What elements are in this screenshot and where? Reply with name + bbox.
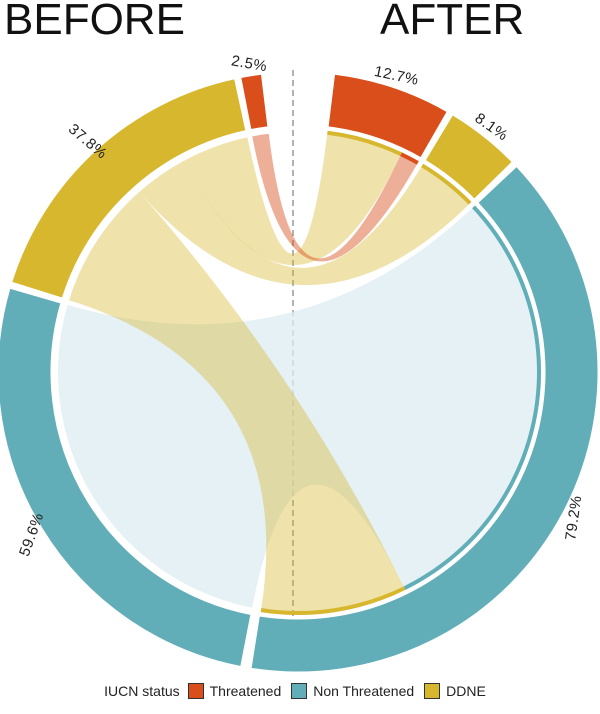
ribbon-threatened-to-threatened bbox=[252, 133, 418, 262]
before-arc-ddne bbox=[11, 78, 247, 299]
legend: IUCN status Threatened Non Threatened DD… bbox=[0, 680, 600, 702]
ribbon-layer bbox=[57, 133, 539, 612]
ribbon-ddne-to-threatened bbox=[183, 133, 401, 266]
before-arc-non-threatened bbox=[0, 287, 252, 668]
after-ring-ddne-to-ddne bbox=[421, 163, 472, 205]
before-label-threatened: 2.5% bbox=[230, 52, 269, 75]
after-arc-ddne bbox=[424, 114, 513, 200]
after-ring-ddne-to-threatened bbox=[327, 130, 402, 156]
after-ring-ddne-to-non-threatened bbox=[260, 586, 406, 616]
legend-item-threatened: Threatened bbox=[187, 683, 282, 699]
after-label-non-threatened: 79.2% bbox=[562, 494, 585, 541]
after-arc-threatened bbox=[327, 73, 448, 159]
after-ring-threatened-to-threatened bbox=[400, 152, 419, 165]
before-label-non-threatened: 59.6% bbox=[16, 510, 47, 558]
after-header: AFTER bbox=[380, 0, 524, 44]
legend-label-non-threatened: Non Threatened bbox=[313, 683, 415, 699]
after-ring-non-threatened-to-non-threatened bbox=[403, 205, 541, 591]
legend-swatch-ddne bbox=[424, 683, 441, 699]
ribbon-ddne-to-non-threatened bbox=[69, 192, 404, 612]
legend-item-non-threatened: Non Threatened bbox=[291, 683, 414, 699]
arc-layer bbox=[0, 73, 599, 673]
legend-title: IUCN status bbox=[104, 683, 180, 699]
before-header: BEFORE bbox=[4, 0, 185, 44]
legend-item-ddne: DDNE bbox=[424, 683, 486, 699]
after-arc-non-threatened bbox=[250, 165, 599, 673]
ribbon-non-threatened-to-non-threatened bbox=[57, 207, 539, 608]
ribbon-ddne-to-ddne bbox=[139, 161, 470, 286]
before-label-ddne: 37.8% bbox=[65, 121, 110, 163]
legend-swatch-threatened bbox=[187, 683, 204, 699]
legend-label-threatened: Threatened bbox=[209, 683, 282, 699]
legend-swatch-non-threatened bbox=[291, 683, 308, 699]
legend-label-ddne: DDNE bbox=[446, 683, 486, 699]
before-arc-threatened bbox=[240, 73, 269, 131]
